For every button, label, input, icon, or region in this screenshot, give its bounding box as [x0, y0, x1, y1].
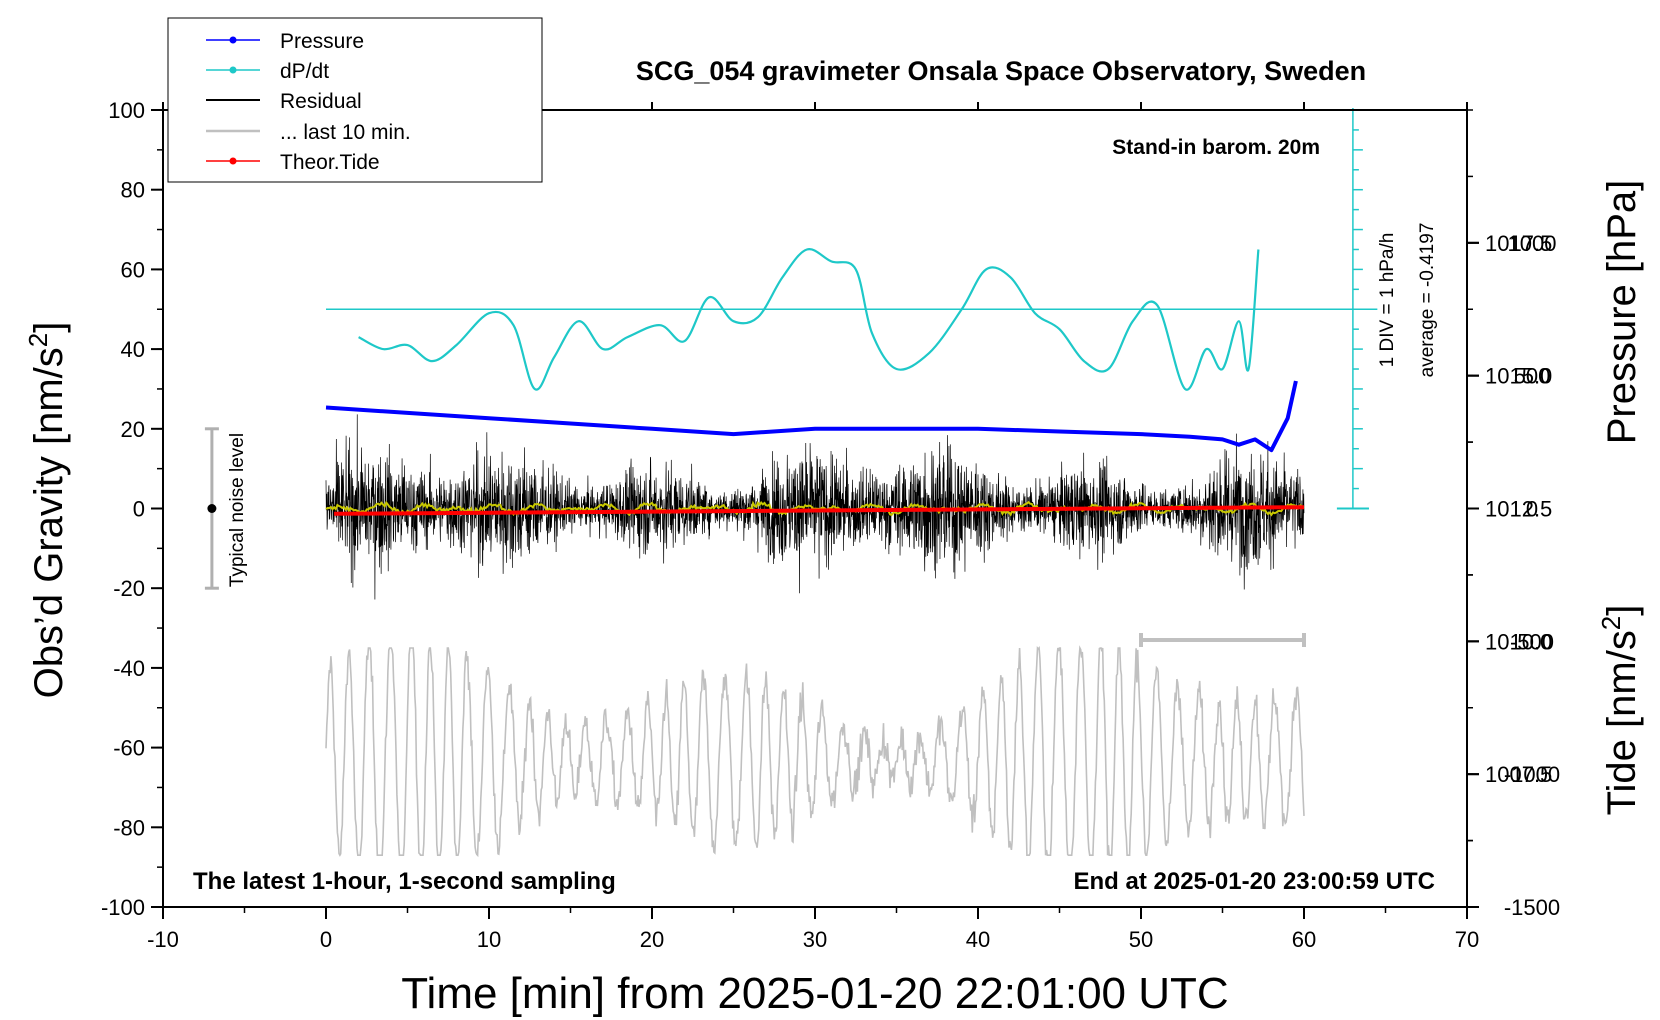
div-label: 1 DIV = 1 hPa/h	[1377, 233, 1398, 368]
legend-label-last10: ... last 10 min.	[280, 121, 411, 144]
tide-tick-label: 1000	[1508, 231, 1557, 256]
legend-marker-tide	[229, 157, 237, 165]
axes-layer: -10 0 10 20 30 40 50 60 70-100-80-60-40-20020406…	[101, 98, 1560, 952]
x-tick-label: 60	[1292, 927, 1316, 952]
y-left-tick-label: 40	[121, 337, 145, 362]
y-left-tick-label: -100	[101, 895, 145, 920]
legend-label-dpdt: dP/dt	[280, 60, 329, 83]
legend-label-tide: Theor.Tide	[280, 151, 380, 174]
y-left-tick-label: -80	[113, 815, 145, 840]
y-left-title-main: Obs’d Gravity [nm/s	[27, 347, 71, 698]
tide-tick-label: -1500	[1504, 895, 1560, 920]
pressure-tick-label: 1010.0	[1485, 629, 1552, 654]
pressure-tick-label: 1012.5	[1485, 497, 1552, 522]
dpdt-series-line	[358, 248, 1260, 391]
legend-label-residual: Residual	[280, 90, 362, 113]
y-left-tick-label: -60	[113, 736, 145, 761]
x-axis-title: Time [min] from 2025-01-20 22:01:00 UTC	[401, 969, 1228, 1018]
tide-series-line	[334, 505, 1305, 516]
pressure-tick-label: 1017.5	[1485, 231, 1552, 256]
average-label: average = -0.4197	[1417, 223, 1438, 378]
tide-tick-label: -1000	[1504, 762, 1560, 787]
noise-bar-center	[207, 504, 217, 513]
tide-series-layer	[325, 645, 1305, 858]
chart-title: SCG_054 gravimeter Onsala Space Observat…	[636, 56, 1366, 86]
last10-trace	[325, 645, 1305, 858]
y-axis-tide-title: Tide [nm/s2]	[1596, 605, 1644, 816]
y-left-tick-label: -40	[113, 656, 145, 681]
x-tick-label: 50	[1129, 927, 1153, 952]
legend-marker-pressure	[229, 36, 237, 44]
barometer-label: Stand-in barom. 20m	[1112, 136, 1320, 159]
y-left-tick-label: 0	[133, 497, 145, 522]
y-left-tick-label: -20	[113, 576, 145, 601]
y-axis-pressure-title: Pressure [hPa]	[1600, 180, 1644, 445]
x-tick-label: 30	[803, 927, 827, 952]
plot-frame	[162, 109, 1468, 908]
y-left-tick-label: 80	[121, 178, 145, 203]
tide-title-end: ]	[1600, 605, 1644, 616]
end-time-label: End at 2025-01-20 23:00:59 UTC	[1074, 868, 1436, 895]
sampling-label: The latest 1-hour, 1-second sampling	[193, 868, 616, 895]
noise-label: Typical noise level	[227, 433, 248, 587]
x-tick-label: 40	[966, 927, 990, 952]
pressure-series-line	[325, 380, 1298, 453]
tide-tick-label: 500	[1514, 364, 1551, 389]
x-tick-label: 70	[1455, 927, 1479, 952]
y-left-tick-label: 60	[121, 257, 145, 282]
pressure-tick-label: 1007.5	[1485, 762, 1552, 787]
y-left-tick-label: 20	[121, 417, 145, 442]
x-tick-label: -10	[147, 927, 179, 952]
pressure-tick-label: 1015.0	[1485, 364, 1552, 389]
tide-title-sup: 2	[1596, 616, 1626, 630]
y-left-title-end: ]	[27, 322, 71, 333]
x-tick-label: 20	[640, 927, 664, 952]
legend: Pressure dP/dt Residual ... last 10 min.…	[167, 17, 543, 183]
x-tick-label: 10	[477, 927, 501, 952]
y-left-title-sup: 2	[23, 333, 53, 347]
tide-title-main: Tide [nm/s	[1600, 630, 1644, 815]
tide-tick-label: 0	[1526, 497, 1538, 522]
tide-tick-label: -500	[1510, 629, 1554, 654]
series-layer	[204, 108, 1378, 648]
y-left-tick-label: 100	[108, 98, 145, 123]
x-tick-label: 0	[320, 927, 332, 952]
y-axis-left-title: Obs’d Gravity [nm/s2]	[23, 322, 71, 699]
legend-label-pressure: Pressure	[280, 30, 364, 53]
legend-marker-dpdt	[229, 66, 237, 74]
residual-trace	[325, 414, 1305, 600]
